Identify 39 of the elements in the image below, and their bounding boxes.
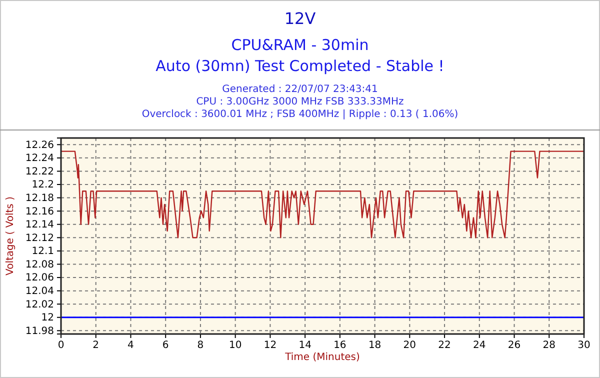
x-tick-label: 0 <box>58 340 64 352</box>
text: Overclock : 3600.01 MHz ; FSB 400MHz | Ripple : 0.13 ( 1.06%) <box>142 109 458 120</box>
x-tick-label: 26 <box>508 340 521 352</box>
y-tick-label: 12.26 <box>25 140 54 151</box>
y-tick-label: 12 <box>41 312 54 324</box>
x-tick-label: 28 <box>542 340 556 352</box>
y-axis-title: Voltage ( Volts ) <box>5 196 16 276</box>
y-tick-label: 12.2 <box>32 180 54 191</box>
y-tick-label: 12.24 <box>25 153 54 164</box>
chart-title: 12V <box>284 9 316 28</box>
y-tick-label: 12.14 <box>25 220 54 231</box>
y-tick-label: 11.98 <box>25 326 54 337</box>
x-tick-label: 6 <box>162 340 169 352</box>
y-tick-label: 12.08 <box>25 259 54 270</box>
line-series <box>60 150 585 238</box>
x-tick-label: 14 <box>298 340 312 352</box>
y-tick-label: 12.18 <box>25 192 54 204</box>
y-tick-label: 12.1 <box>32 246 54 258</box>
y-tick-label: 12.04 <box>25 286 54 298</box>
x-tick-label: 24 <box>473 340 486 352</box>
x-tick-label: 22 <box>438 340 451 352</box>
y-tick-label: 12.12 <box>25 232 54 244</box>
x-tick-label: 16 <box>334 340 346 352</box>
y-tick-label: 12.02 <box>25 299 54 310</box>
x-tick-label: 2 <box>92 340 100 352</box>
x-tick-label: 30 <box>578 340 590 352</box>
x-tick-label: 18 <box>368 340 382 352</box>
x-tick-label: 10 <box>228 340 242 352</box>
x-tick-label: 8 <box>197 340 204 352</box>
x-axis-title: Time (Minutes) <box>284 352 360 363</box>
y-tick-label: 12.16 <box>25 206 54 218</box>
x-tick-label: 4 <box>128 340 134 352</box>
x-tick-label: 20 <box>403 340 416 352</box>
y-tick-label: 12.22 <box>25 166 54 178</box>
text: CPU : 3.00GHz 3000 MHz FSB 333.33MHz <box>196 96 404 108</box>
text: Generated : 22/07/07 23:43:41 <box>222 84 378 95</box>
y-tick-label: 12.06 <box>25 272 54 284</box>
chart-subtitle: CPU&RAM - 30min Auto (30mn) Test Completed - Stable ! <box>156 36 444 75</box>
x-tick-label: 12 <box>264 340 277 352</box>
